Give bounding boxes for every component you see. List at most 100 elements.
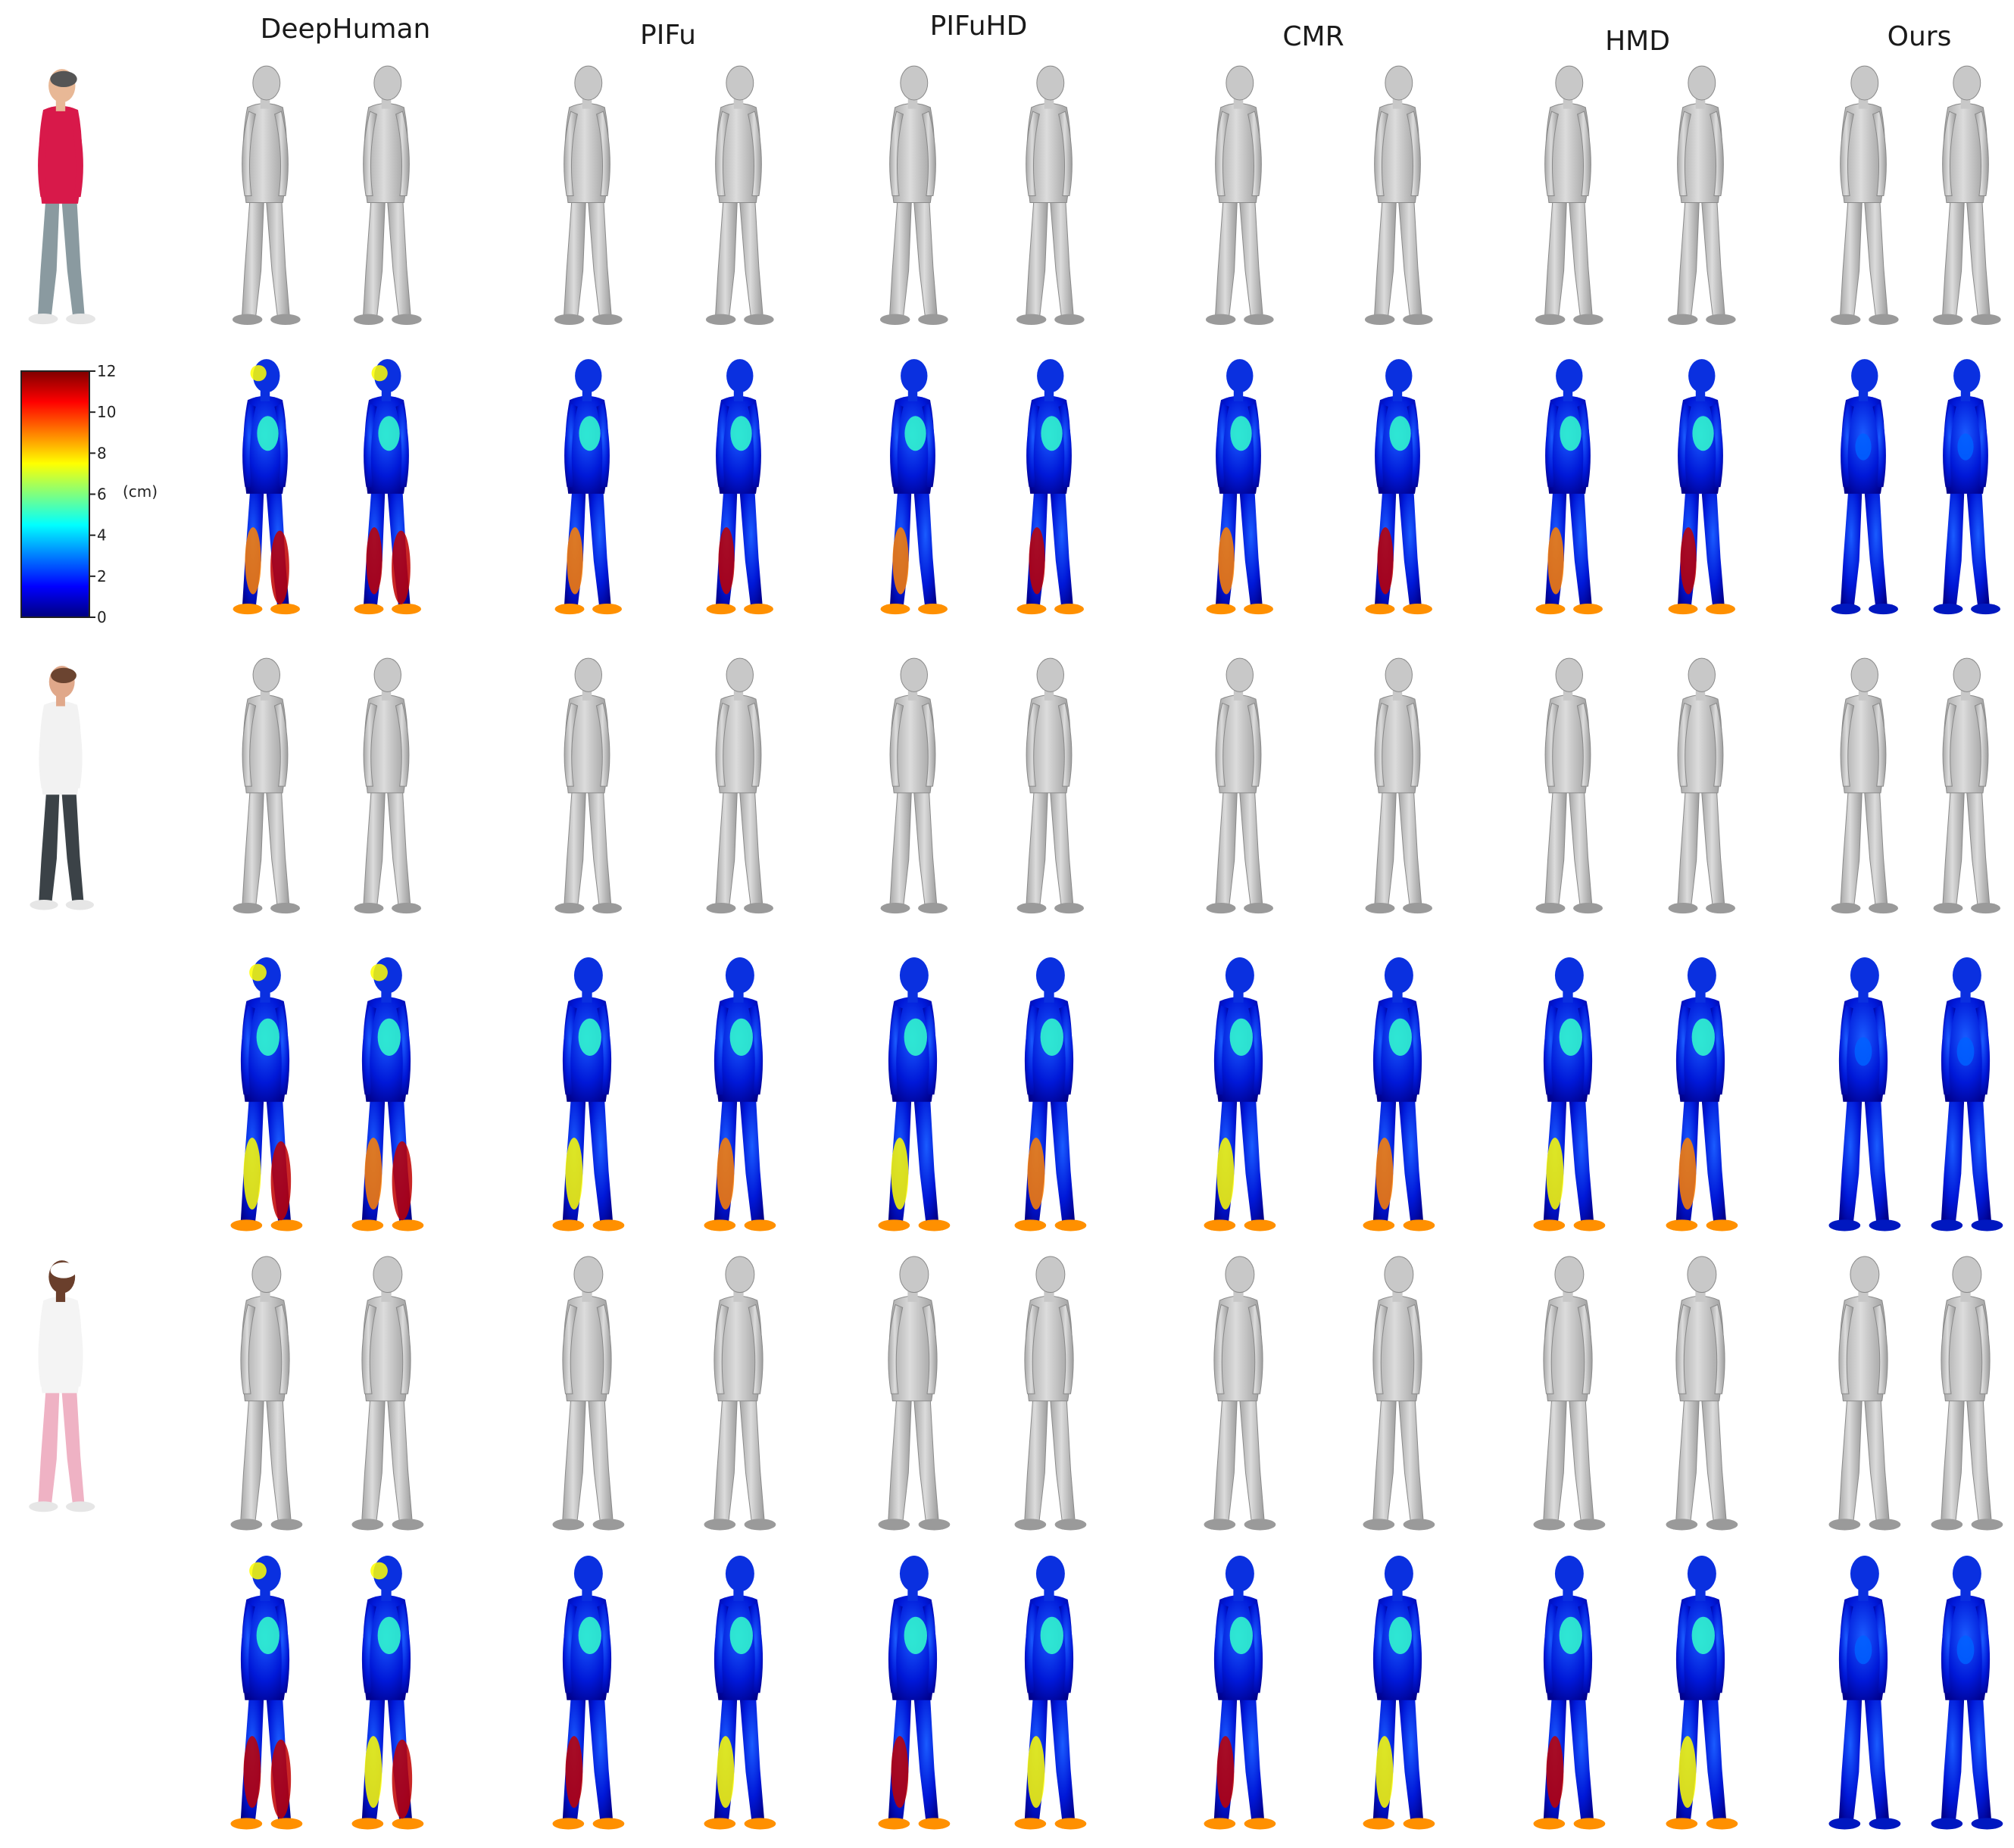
error-hotspot [1560, 416, 1582, 451]
mesh-head [573, 1556, 603, 1592]
error-hotspot [257, 416, 279, 451]
mesh-cmr-view-1 [1204, 1256, 1276, 1531]
mesh-foot [918, 1818, 951, 1830]
error-hotspot [249, 1562, 267, 1580]
mesh-foot [592, 604, 622, 615]
mesh-leg-right [1864, 1094, 1890, 1223]
mesh-arm [1838, 1303, 1854, 1394]
mesh-foot [1206, 903, 1236, 914]
error-hotspot [730, 416, 752, 451]
mesh-hmd-view-1 [1533, 957, 1606, 1231]
mesh-leg-left [564, 785, 586, 907]
mesh-arm [1058, 111, 1073, 196]
error-hotspot [243, 1736, 261, 1809]
mesh-arm [1942, 702, 1957, 787]
mesh-row-1 [232, 65, 2001, 326]
mesh-leg-right [1050, 1393, 1076, 1522]
mesh-leg-right [913, 785, 938, 907]
mesh-leg-right [1398, 487, 1422, 607]
mesh-foot [1573, 314, 1603, 326]
mesh-arm [1024, 1005, 1039, 1095]
mesh-leg-left [38, 1386, 60, 1506]
mesh-deephuman-view-2 [353, 65, 422, 326]
mesh-foot [918, 903, 948, 914]
mesh-arm [240, 1603, 255, 1693]
mesh-arm [1840, 111, 1854, 196]
error-hotspot [1854, 1635, 1872, 1665]
mesh-arm [1975, 404, 1988, 488]
mesh-arm [748, 1603, 763, 1693]
error-hotspot [1216, 1138, 1235, 1210]
mesh-head [899, 957, 929, 994]
mesh-leg-left [1677, 785, 1700, 907]
mesh-foot [1014, 1818, 1047, 1830]
error-hotspot [1040, 1018, 1063, 1057]
mesh-head [1556, 359, 1583, 393]
mesh-hmd-view-1 [1533, 1556, 1606, 1830]
mesh-arm [1247, 702, 1262, 787]
mesh-head [1850, 1256, 1880, 1293]
mesh-foot [1971, 604, 2001, 615]
mesh-arm [1543, 1603, 1558, 1693]
mesh-arm [1059, 1005, 1074, 1095]
mesh-arm [564, 404, 578, 488]
mesh-leg-right [588, 1693, 614, 1821]
error-hotspot [1956, 1037, 1975, 1066]
mesh-ours-view-1 [1828, 1256, 1901, 1531]
mesh-head [1953, 359, 1981, 393]
mesh-foot [1403, 314, 1433, 326]
mesh-cmr-view-1 [1206, 657, 1273, 914]
mesh-leg-right [1569, 195, 1593, 317]
mesh-foot [1933, 604, 1963, 615]
mesh-pifu-view-1 [554, 65, 623, 326]
mesh-deephuman-view-2 [351, 1256, 424, 1531]
mesh-pifu-view-1 [554, 359, 622, 615]
mesh-arm [888, 1005, 903, 1095]
mesh-foot [1535, 314, 1566, 326]
mesh-head [1035, 1556, 1065, 1592]
mesh-leg-left [1374, 785, 1397, 907]
error-hotspot [256, 1616, 279, 1655]
mesh-head [1688, 359, 1716, 393]
mesh-pifu-view-2 [706, 359, 773, 615]
error-hotspot [1041, 416, 1063, 451]
mesh-head [901, 359, 928, 393]
mesh-foot [1014, 1519, 1047, 1531]
mesh-ours-view-2 [1933, 657, 2001, 914]
mesh-foot [592, 1519, 625, 1531]
mesh-foot [879, 314, 910, 326]
mesh-head [1555, 65, 1584, 101]
mesh-head [726, 359, 754, 393]
mesh-pifuhd-view-2 [1016, 359, 1084, 615]
mesh-foot [1971, 1219, 2003, 1231]
mesh-foot [1869, 1219, 1901, 1231]
mesh-leg-left [1025, 195, 1048, 319]
mesh-arm [1543, 1005, 1558, 1095]
mesh-foot [554, 903, 585, 914]
mesh-head [1225, 957, 1254, 994]
mesh-cmr-view-2 [1365, 359, 1432, 615]
mesh-leg-right [739, 1693, 765, 1821]
mesh-pifu-view-1 [552, 957, 625, 1231]
mesh-foot [1869, 314, 1899, 326]
mesh-foot [704, 1818, 736, 1830]
error-hotspot [578, 1018, 601, 1057]
header-deephuman: DeepHuman [260, 14, 431, 45]
mesh-hmd-view-1 [1535, 657, 1603, 914]
mesh-foot [878, 1818, 910, 1830]
mesh-arm [274, 404, 288, 488]
mesh-leg-right [1864, 1393, 1890, 1522]
mesh-arm [242, 111, 256, 196]
mesh-pifuhd-view-1 [878, 1556, 951, 1830]
mesh-ours-view-2 [1931, 1256, 2003, 1531]
mesh-leg-right [1966, 195, 1991, 317]
error-hotspot [1547, 527, 1564, 595]
header-hmd: HMD [1605, 26, 1670, 57]
mesh-leg-left [363, 785, 386, 907]
mesh-head [1036, 657, 1064, 692]
header-cmr: CMR [1282, 21, 1344, 52]
input-photo-3 [29, 1260, 95, 1512]
mesh-pifuhd-view-2 [1014, 957, 1087, 1231]
mesh-arm [1059, 1603, 1074, 1693]
mesh-pifuhd-view-1 [878, 1256, 951, 1531]
